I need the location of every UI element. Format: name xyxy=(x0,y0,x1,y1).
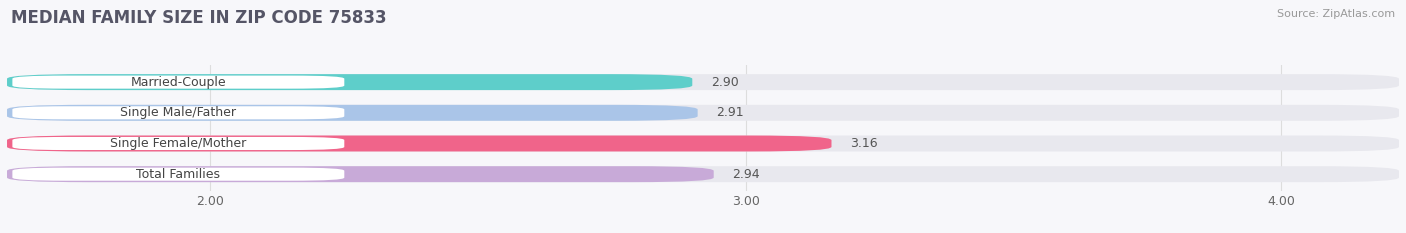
Text: Single Male/Father: Single Male/Father xyxy=(121,106,236,119)
Text: Married-Couple: Married-Couple xyxy=(131,76,226,89)
FancyBboxPatch shape xyxy=(7,74,692,90)
Text: 2.91: 2.91 xyxy=(717,106,744,119)
FancyBboxPatch shape xyxy=(13,137,344,150)
Text: 2.94: 2.94 xyxy=(733,168,761,181)
Text: 3.16: 3.16 xyxy=(851,137,877,150)
FancyBboxPatch shape xyxy=(7,105,1399,121)
FancyBboxPatch shape xyxy=(7,166,1399,182)
FancyBboxPatch shape xyxy=(7,74,1399,90)
Text: 2.90: 2.90 xyxy=(711,76,738,89)
Text: Source: ZipAtlas.com: Source: ZipAtlas.com xyxy=(1277,9,1395,19)
Text: MEDIAN FAMILY SIZE IN ZIP CODE 75833: MEDIAN FAMILY SIZE IN ZIP CODE 75833 xyxy=(11,9,387,27)
FancyBboxPatch shape xyxy=(13,75,344,89)
FancyBboxPatch shape xyxy=(7,105,697,121)
FancyBboxPatch shape xyxy=(7,136,831,151)
FancyBboxPatch shape xyxy=(13,106,344,119)
Text: Single Female/Mother: Single Female/Mother xyxy=(110,137,246,150)
Text: Total Families: Total Families xyxy=(136,168,221,181)
FancyBboxPatch shape xyxy=(7,136,1399,151)
FancyBboxPatch shape xyxy=(13,168,344,181)
FancyBboxPatch shape xyxy=(7,166,714,182)
